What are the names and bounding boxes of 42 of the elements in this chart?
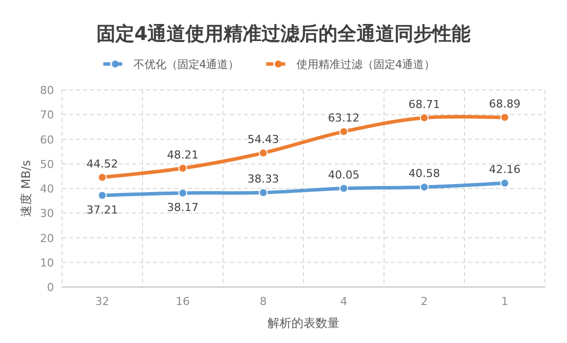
y-tick-label: 40 [40,182,54,196]
data-label: 42.16 [489,163,520,176]
y-tick-label: 80 [40,84,54,97]
point [500,178,510,188]
data-label: 54.43 [248,132,279,146]
y-tick-label: 20 [40,232,54,245]
point [178,164,188,173]
data-label: 40.58 [408,167,440,180]
x-tick-label: 8 [260,295,267,308]
data-label: 68.71 [408,98,440,111]
point [98,190,107,200]
point [500,112,510,122]
point [258,188,268,198]
point [339,184,348,193]
legend-label: 使用精准过滤（固定4通道） [296,58,436,71]
point [98,172,107,182]
x-axis-title: 解析的表数量 [268,316,340,330]
data-label: 63.12 [328,112,360,125]
y-axis-title: 速度 MB/s [19,160,33,217]
y-tick-label: 70 [40,108,54,122]
data-label: 48.21 [167,148,198,162]
x-tick-label: 1 [501,295,508,308]
y-tick-label: 60 [40,133,54,146]
data-label: 44.52 [86,157,118,170]
point [339,127,348,136]
y-tick-label: 0 [47,281,54,294]
x-tick-label: 16 [176,295,190,308]
y-tick-label: 10 [40,256,54,270]
data-label: 38.33 [248,172,279,186]
data-label: 40.05 [328,168,360,182]
x-tick-label: 32 [95,295,110,308]
data-label: 68.89 [489,97,520,110]
point [420,182,429,192]
x-tick-label: 4 [340,295,348,308]
y-tick-label: 50 [40,158,54,171]
point [420,113,429,122]
y-tick-label: 30 [40,207,54,220]
legend-label: 不优化（固定4通道） [133,58,240,71]
data-label: 37.21 [86,203,118,216]
x-tick-label: 2 [420,295,428,308]
data-label: 38.17 [167,201,198,214]
chart-title: 固定4通道使用精准过滤后的全通道同步性能 [96,23,471,45]
